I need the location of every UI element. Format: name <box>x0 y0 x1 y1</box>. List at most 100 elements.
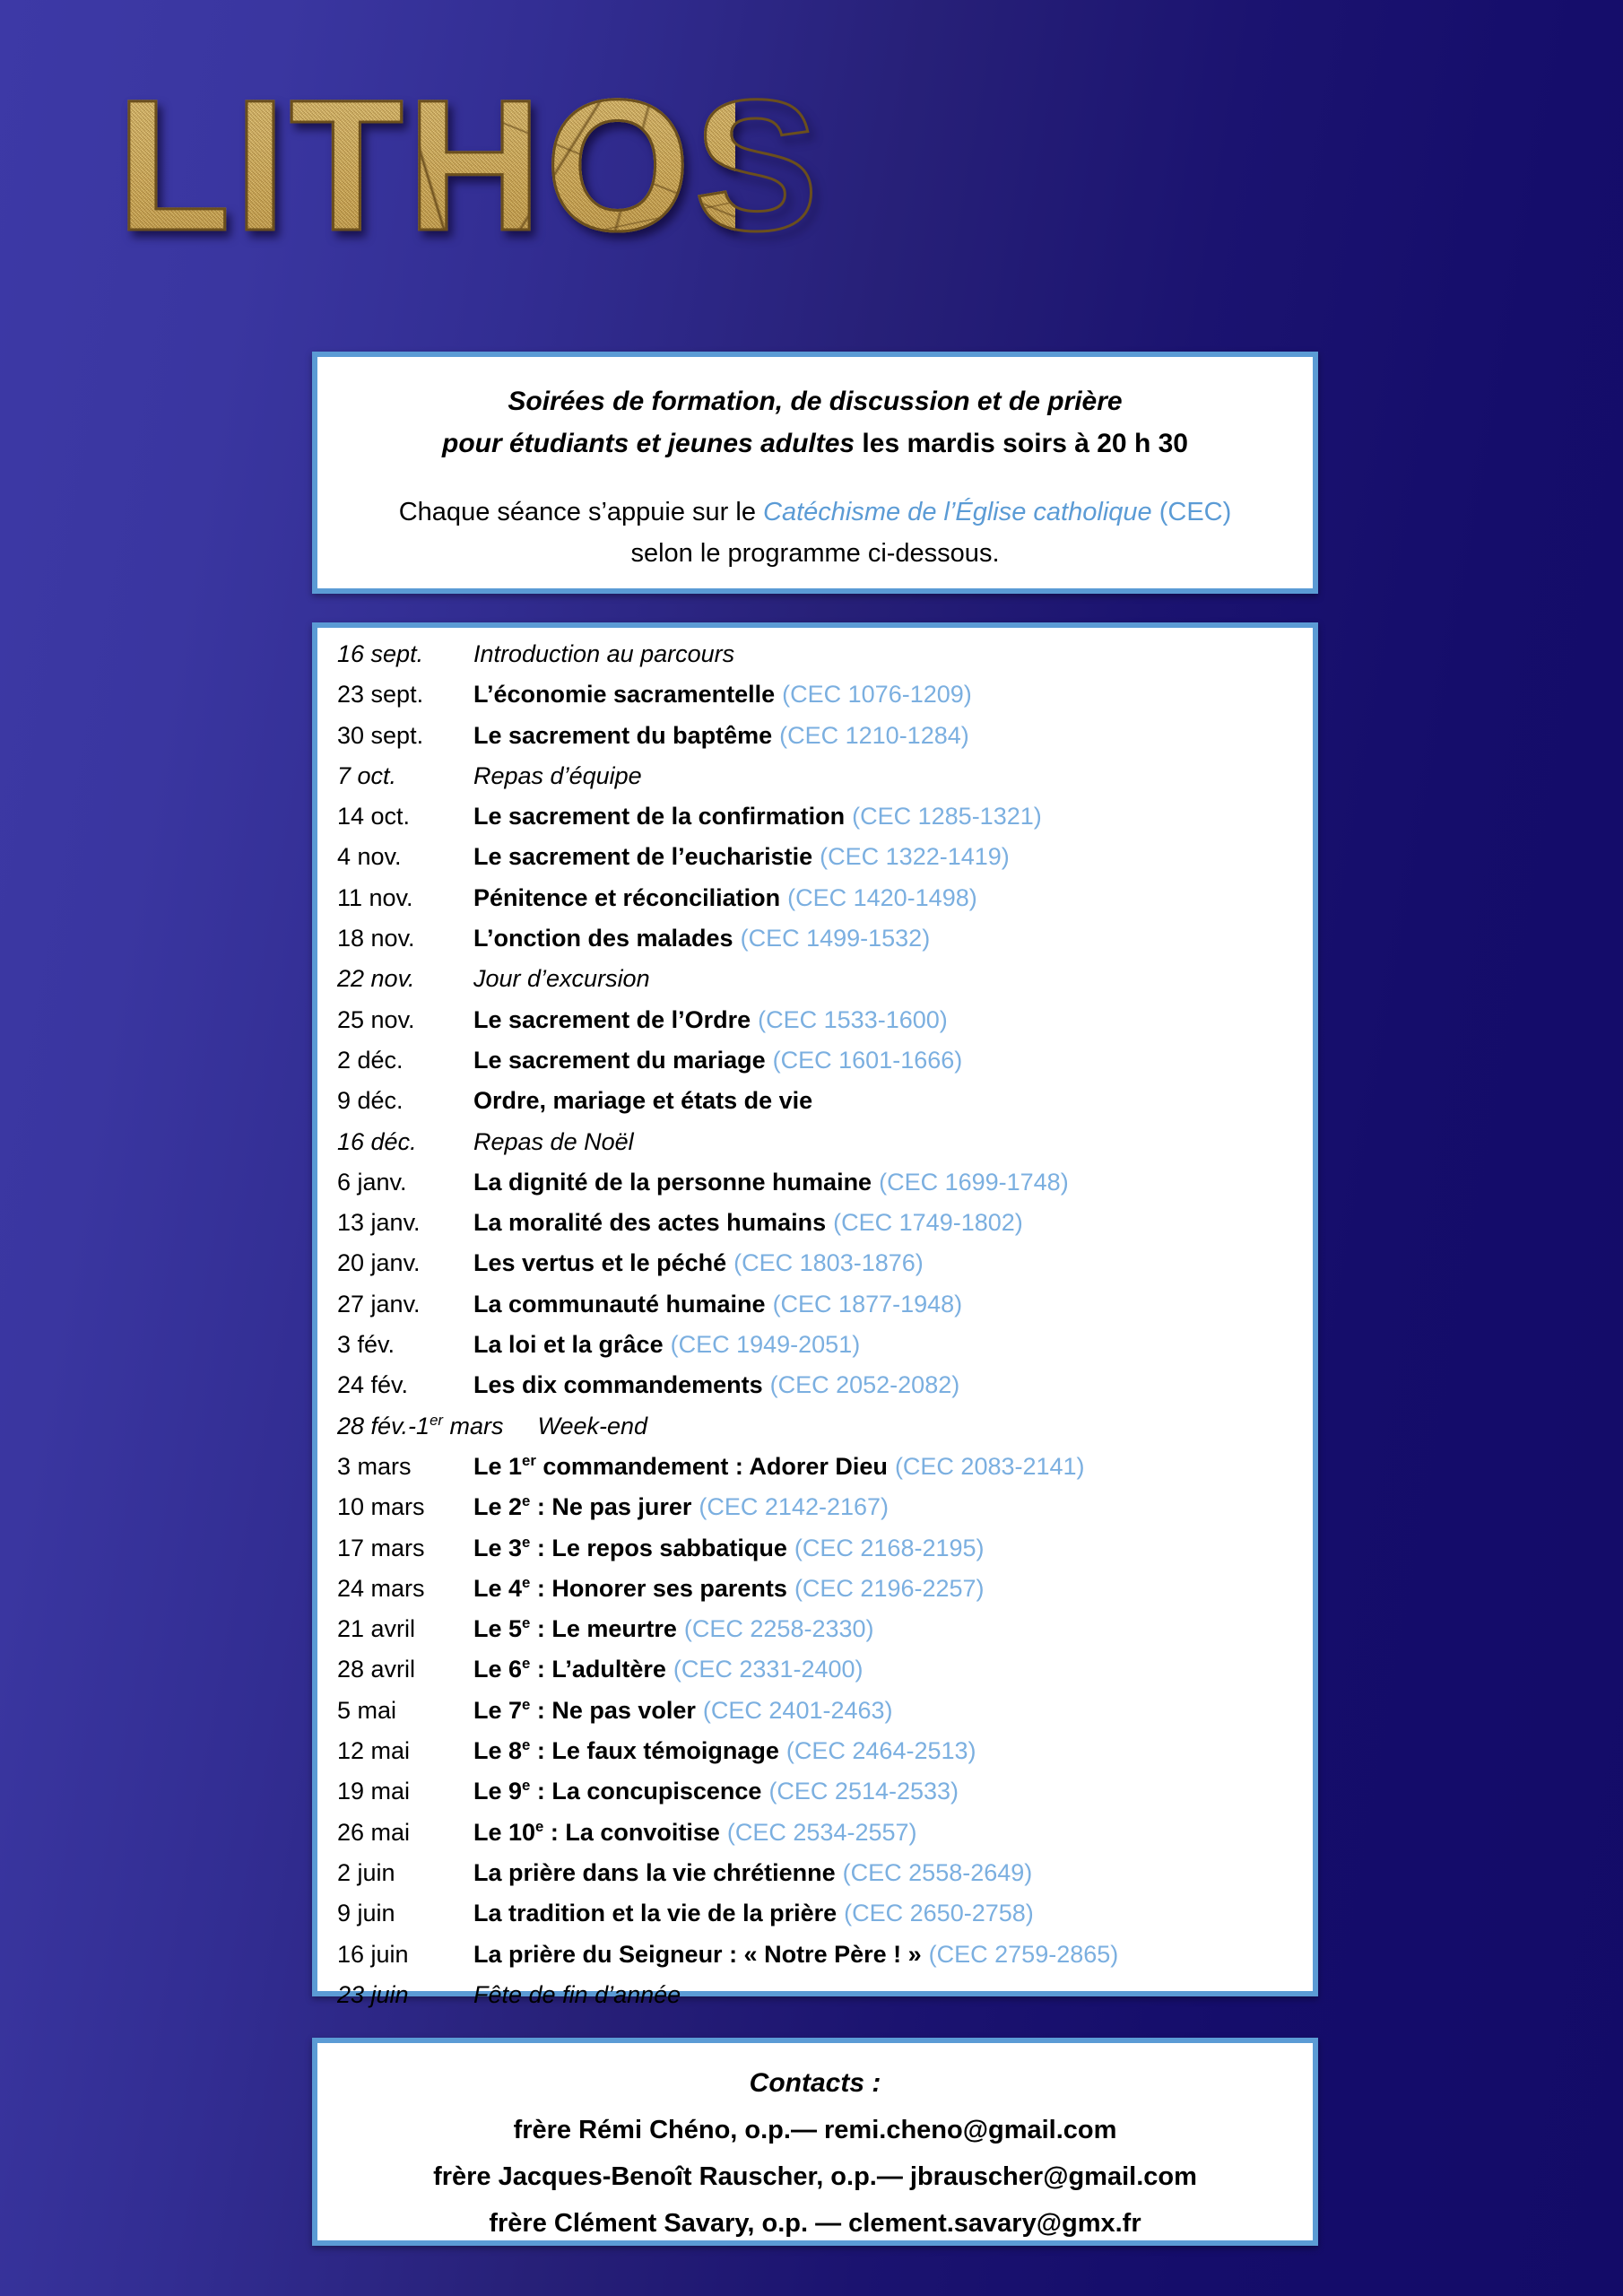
program-row-title: Le 6e : L’adultère <box>473 1655 666 1683</box>
program-row-title: La communauté humaine <box>473 1290 766 1318</box>
program-row-cec-reference: (CEC 1803-1876) <box>733 1249 924 1277</box>
program-row-cec-reference: (CEC 1322-1419) <box>820 843 1010 871</box>
program-row-date: 22 nov. <box>337 965 415 993</box>
program-row-cec-reference: (CEC 2258-2330) <box>683 1615 874 1643</box>
intro-line-1: Soirées de formation, de discussion et d… <box>348 380 1282 422</box>
program-row: 22 nov. Jour d’excursion <box>337 965 1313 1005</box>
program-row-date: 24 fév. <box>337 1371 409 1399</box>
program-row-title: Le 8e : Le faux témoignage <box>473 1736 779 1765</box>
contact-line: frère Jacques-Benoît Rauscher, o.p.— jbr… <box>433 2162 1197 2191</box>
intro-line-4: selon le programme ci-dessous. <box>630 539 1000 568</box>
program-row-cec-reference: (CEC 2534-2557) <box>726 1818 917 1846</box>
program-row-title: Les dix commandements <box>473 1371 763 1399</box>
program-row-title: Le 3e : Le repos sabbatique <box>473 1533 787 1561</box>
program-row-title: Le sacrement de la confirmation <box>473 803 846 831</box>
program-row-date: 9 déc. <box>337 1087 404 1115</box>
program-row-title: L’économie sacramentelle <box>473 681 776 709</box>
program-row-cec-reference: (CEC 2759-2865) <box>928 1940 1119 1968</box>
program-row-cec-reference: (CEC 2558-2649) <box>842 1858 1033 1886</box>
program-row: 9 déc. Ordre, mariage et états de vie <box>337 1087 1313 1127</box>
contact-line: frère Rémi Chéno, o.p.— remi.cheno@gmail… <box>513 2116 1117 2144</box>
program-row-cec-reference: (CEC 2142-2167) <box>699 1493 890 1521</box>
program-row-cec-reference: (CEC 2401-2463) <box>702 1696 893 1724</box>
program-row: 23 juin Fête de fin d’année <box>337 1981 1313 2022</box>
program-row: 6 janv. La dignité de la personne humaine… <box>337 1169 1313 1209</box>
program-row-date: 18 nov. <box>337 925 415 952</box>
program-row-date: 12 mai <box>337 1737 411 1765</box>
program-row-cec-reference: (CEC 2083-2141) <box>894 1452 1085 1480</box>
program-row-date: 2 juin <box>337 1858 395 1886</box>
program-row-date: 14 oct. <box>337 803 411 831</box>
program-row-title: Le sacrement de l’Ordre <box>473 1005 751 1033</box>
program-row: 11 nov. Pénitence et réconciliation (CEC 1… <box>337 884 1313 925</box>
contacts-list: frère Rémi Chéno, o.p.— remi.cheno@gmail… <box>335 2107 1295 2247</box>
program-row-title: La loi et la grâce <box>473 1331 664 1359</box>
intro-panel: Soirées de formation, de discussion et d… <box>312 352 1318 594</box>
program-row: 5 mai Le 7e : Ne pas voler (CEC 2401-2463) <box>337 1697 1313 1737</box>
program-row: 3 fév. La loi et la grâce (CEC 1949-2051) <box>337 1331 1313 1371</box>
program-row: 3 mars Le 1er commandement : Adorer Dieu(… <box>337 1453 1313 1493</box>
program-row-date: 28 avril <box>337 1656 416 1683</box>
program-row-title: Introduction au parcours <box>473 640 735 667</box>
contact-line: frère Clément Savary, o.p. — clement.sav… <box>489 2209 1141 2238</box>
program-row: 14 oct. Le sacrement de la confirmation (C… <box>337 803 1313 843</box>
program-row-title: Le 2e : Ne pas jurer <box>473 1492 692 1521</box>
program-row: 30 sept. Le sacrement du baptême (CEC 1210… <box>337 722 1313 762</box>
program-row-cec-reference: (CEC 1949-2051) <box>670 1331 861 1359</box>
program-row: 10 mars Le 2e : Ne pas jurer (CEC 2142-216… <box>337 1493 1313 1534</box>
program-row-title: Le 1er commandement : Adorer Dieu <box>473 1451 888 1480</box>
program-row: 27 janv. La communauté humaine (CEC 1877-1… <box>337 1291 1313 1331</box>
program-row: 24 fév. Les dix commandements (CEC 2052-20… <box>337 1371 1313 1412</box>
program-row-cec-reference: (CEC 1499-1532) <box>740 925 931 952</box>
program-row: 9 juin La tradition et la vie de la prièr… <box>337 1900 1313 1940</box>
program-row-date: 9 juin <box>337 1900 395 1927</box>
program-row-date: 17 mars <box>337 1534 425 1561</box>
program-row-title: La prière dans la vie chrétienne <box>473 1858 836 1886</box>
program-row: 26 mai Le 10e : La convoitise (CEC 2534-25… <box>337 1819 1313 1859</box>
program-row-cec-reference: (CEC 1076-1209) <box>782 681 972 709</box>
program-row-date: 4 nov. <box>337 843 402 871</box>
program-row: 17 mars Le 3e : Le repos sabbatique (CEC 2… <box>337 1535 1313 1575</box>
program-row: 16 déc. Repas de Noël <box>337 1128 1313 1169</box>
program-row: 7 oct. Repas d’équipe <box>337 762 1313 803</box>
program-row-cec-reference: (CEC 1420-1498) <box>787 883 977 911</box>
program-row: 21 avril Le 5e : Le meurtre (CEC 2258-2330… <box>337 1615 1313 1656</box>
program-row-date: 20 janv. <box>337 1249 421 1277</box>
program-row-date: 3 mars <box>337 1452 412 1480</box>
program-row: 16 sept. Introduction au parcours <box>337 640 1313 681</box>
program-row-cec-reference: (CEC 2052-2082) <box>769 1371 960 1399</box>
program-row: 28 avril Le 6e : L’adultère (CEC 2331-2400… <box>337 1656 1313 1696</box>
program-row-title: L’onction des malades <box>473 925 733 952</box>
contacts-title: Contacts : <box>749 2068 881 2098</box>
contacts-panel: Contacts : frère Rémi Chéno, o.p.— remi.… <box>312 2038 1318 2246</box>
program-row-title: Les vertus et le péché <box>473 1249 727 1277</box>
program-row: 2 déc. Le sacrement du mariage (CEC 1601-1… <box>337 1047 1313 1087</box>
program-row-date: 3 fév. <box>337 1331 395 1359</box>
program-row: 18 nov. L’onction des malades (CEC 1499-15… <box>337 925 1313 965</box>
program-panel: 16 sept. Introduction au parcours 23 sept.… <box>312 622 1318 2008</box>
program-row-title: La dignité de la personne humaine <box>473 1168 872 1196</box>
program-row-cec-reference: (CEC 1285-1321) <box>852 803 1042 831</box>
program-row-date: 28 fév.-1er mars <box>337 1411 504 1439</box>
program-row: 16 juin La prière du Seigneur : « Notre P… <box>337 1941 1313 1981</box>
program-row: 13 janv. La moralité des actes humains (CE… <box>337 1209 1313 1249</box>
program-row-cec-reference: (CEC 1749-1802) <box>833 1209 1023 1237</box>
program-row-title: Ordre, mariage et états de vie <box>473 1087 813 1115</box>
program-row-title: Le 7e : Ne pas voler <box>473 1695 696 1724</box>
program-row-date: 16 sept. <box>337 640 424 667</box>
program-row-date: 2 déc. <box>337 1046 404 1074</box>
program-row-date: 5 mai <box>337 1696 397 1724</box>
intro-spacer <box>348 465 1282 491</box>
program-row-date: 11 nov. <box>337 883 413 911</box>
catechism-title: Catéchisme de l’Église catholique <box>763 498 1152 526</box>
program-row-title: Le sacrement du baptême <box>473 721 773 749</box>
program-row: 20 janv. Les vertus et le péché (CEC 1803-… <box>337 1249 1313 1290</box>
program-row-date: 24 mars <box>337 1574 425 1602</box>
program-row: 19 mai Le 9e : La concupiscence (CEC 2514-… <box>337 1778 1313 1818</box>
intro-basis-prefix: Chaque séance s’appuie sur le <box>398 498 764 526</box>
program-row-title: Pénitence et réconciliation <box>473 883 781 911</box>
program-row: 12 mai Le 8e : Le faux témoignage (CEC 246… <box>337 1737 1313 1778</box>
program-row-title: Le 10e : La convoitise <box>473 1817 720 1846</box>
program-row: 24 mars Le 4e : Honorer ses parents (CEC 2… <box>337 1575 1313 1615</box>
lithos-logo-text: LITHOS <box>116 62 822 270</box>
